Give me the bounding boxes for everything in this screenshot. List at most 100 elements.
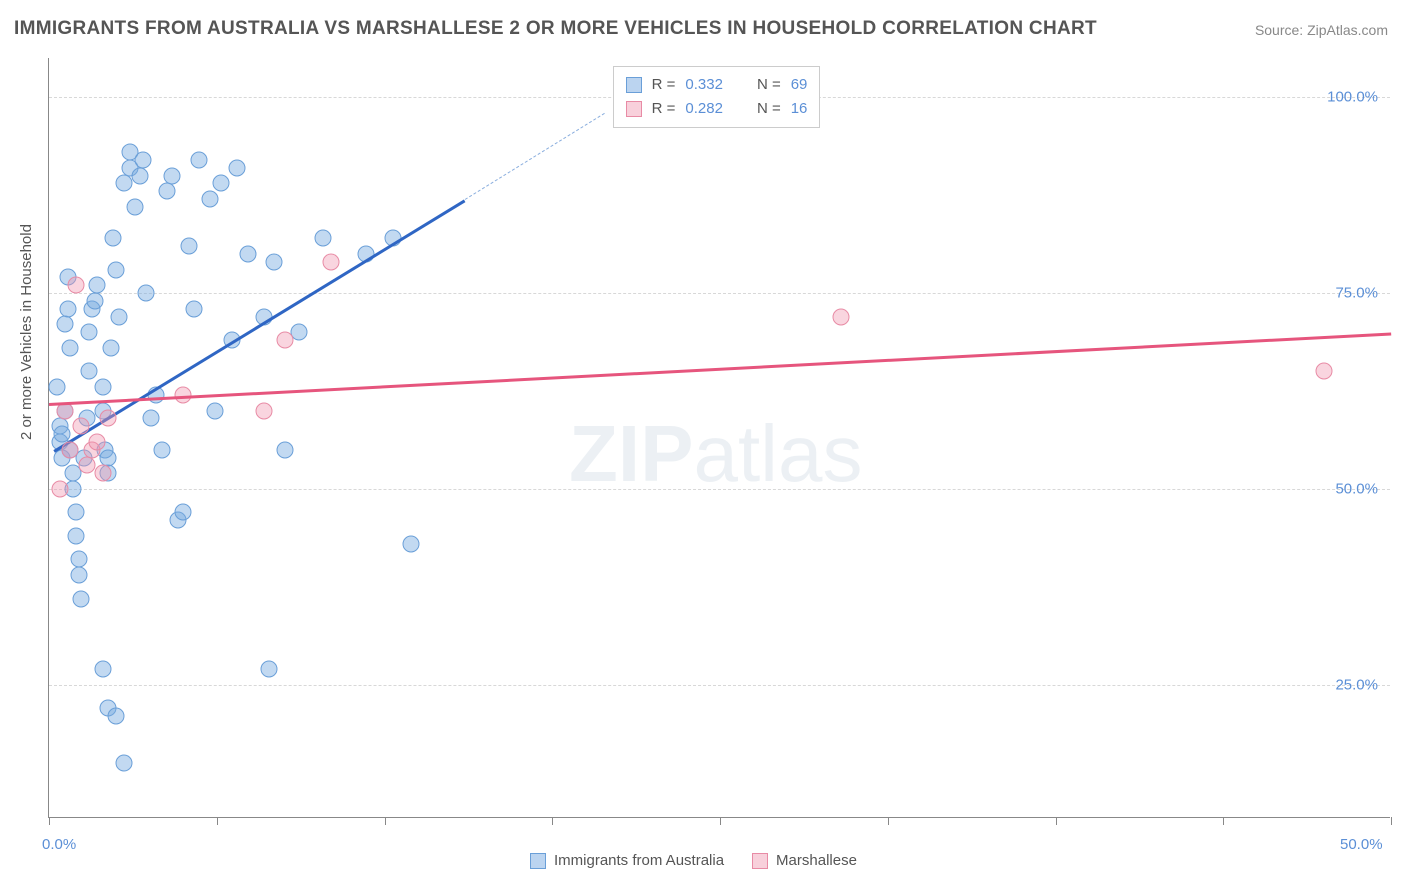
data-point [108, 261, 125, 278]
y-tick-label: 25.0% [1335, 676, 1378, 693]
data-point [266, 253, 283, 270]
y-axis-label: 2 or more Vehicles in Household [18, 224, 35, 440]
data-point [314, 230, 331, 247]
data-point [78, 457, 95, 474]
data-point [191, 151, 208, 168]
x-tick [552, 817, 553, 825]
legend-item: Immigrants from Australia [530, 852, 724, 869]
stat-r-label: R = [652, 73, 676, 97]
data-point [212, 175, 229, 192]
data-point [110, 308, 127, 325]
data-point [67, 527, 84, 544]
data-point [94, 379, 111, 396]
stat-n-value: 16 [791, 97, 808, 121]
x-tick [720, 817, 721, 825]
x-tick-label: 50.0% [1340, 836, 1383, 853]
legend-item: Marshallese [752, 852, 857, 869]
data-point [70, 551, 87, 568]
data-point [134, 151, 151, 168]
data-point [57, 316, 74, 333]
x-tick [385, 817, 386, 825]
data-point [116, 755, 133, 772]
chart-title: IMMIGRANTS FROM AUSTRALIA VS MARSHALLESE… [14, 18, 1097, 40]
gridline [49, 489, 1390, 490]
x-tick-label: 0.0% [42, 836, 76, 853]
data-point [126, 198, 143, 215]
data-point [322, 253, 339, 270]
stat-r-value: 0.332 [685, 73, 723, 97]
data-point [277, 441, 294, 458]
data-point [67, 504, 84, 521]
data-point [153, 441, 170, 458]
watermark-text: ZIPatlas [569, 408, 862, 500]
legend-label: Marshallese [776, 852, 857, 869]
stat-r-label: R = [652, 97, 676, 121]
source-attribution: Source: ZipAtlas.com [1255, 22, 1388, 38]
data-point [832, 308, 849, 325]
x-tick [1391, 817, 1392, 825]
data-point [175, 504, 192, 521]
gridline [49, 293, 1390, 294]
data-point [255, 402, 272, 419]
gridline [49, 685, 1390, 686]
data-point [142, 410, 159, 427]
data-point [102, 339, 119, 356]
legend-swatch [626, 101, 642, 117]
data-point [100, 410, 117, 427]
x-tick [1056, 817, 1057, 825]
stat-r-value: 0.282 [685, 97, 723, 121]
trend-line [465, 113, 605, 200]
legend-swatch [530, 853, 546, 869]
data-point [261, 661, 278, 678]
trend-line [49, 332, 1391, 405]
x-tick [888, 817, 889, 825]
data-point [108, 708, 125, 725]
data-point [51, 480, 68, 497]
x-tick [217, 817, 218, 825]
x-tick [49, 817, 50, 825]
data-point [81, 324, 98, 341]
data-point [94, 465, 111, 482]
stat-n-value: 69 [791, 73, 808, 97]
data-point [62, 339, 79, 356]
legend-swatch [626, 77, 642, 93]
data-point [105, 230, 122, 247]
data-point [164, 167, 181, 184]
legend-label: Immigrants from Australia [554, 852, 724, 869]
y-tick-label: 50.0% [1335, 480, 1378, 497]
data-point [89, 277, 106, 294]
data-point [403, 535, 420, 552]
stats-row: R = 0.282N = 16 [626, 97, 808, 121]
data-point [94, 661, 111, 678]
data-point [277, 332, 294, 349]
data-point [70, 567, 87, 584]
data-point [159, 183, 176, 200]
data-point [49, 379, 66, 396]
data-point [1315, 363, 1332, 380]
data-point [89, 433, 106, 450]
data-point [185, 300, 202, 317]
y-tick-label: 100.0% [1327, 89, 1378, 106]
data-point [180, 238, 197, 255]
data-point [137, 285, 154, 302]
data-point [62, 441, 79, 458]
data-point [67, 277, 84, 294]
data-point [202, 191, 219, 208]
data-point [239, 245, 256, 262]
stats-box: R = 0.332 N = 69R = 0.282N = 16 [613, 66, 821, 128]
data-point [59, 300, 76, 317]
stat-n-label: N = [757, 73, 781, 97]
correlation-chart: IMMIGRANTS FROM AUSTRALIA VS MARSHALLESE… [0, 0, 1406, 892]
data-point [228, 159, 245, 176]
data-point [207, 402, 224, 419]
legend: Immigrants from Australia Marshallese [530, 852, 857, 869]
stats-row: R = 0.332 N = 69 [626, 73, 808, 97]
plot-area: ZIPatlas 25.0% 50.0% 75.0% 100.0% R = 0.332 N… [48, 58, 1390, 818]
y-tick-label: 75.0% [1335, 285, 1378, 302]
legend-swatch [752, 853, 768, 869]
x-tick [1223, 817, 1224, 825]
data-point [116, 175, 133, 192]
data-point [73, 590, 90, 607]
data-point [100, 449, 117, 466]
data-point [73, 418, 90, 435]
